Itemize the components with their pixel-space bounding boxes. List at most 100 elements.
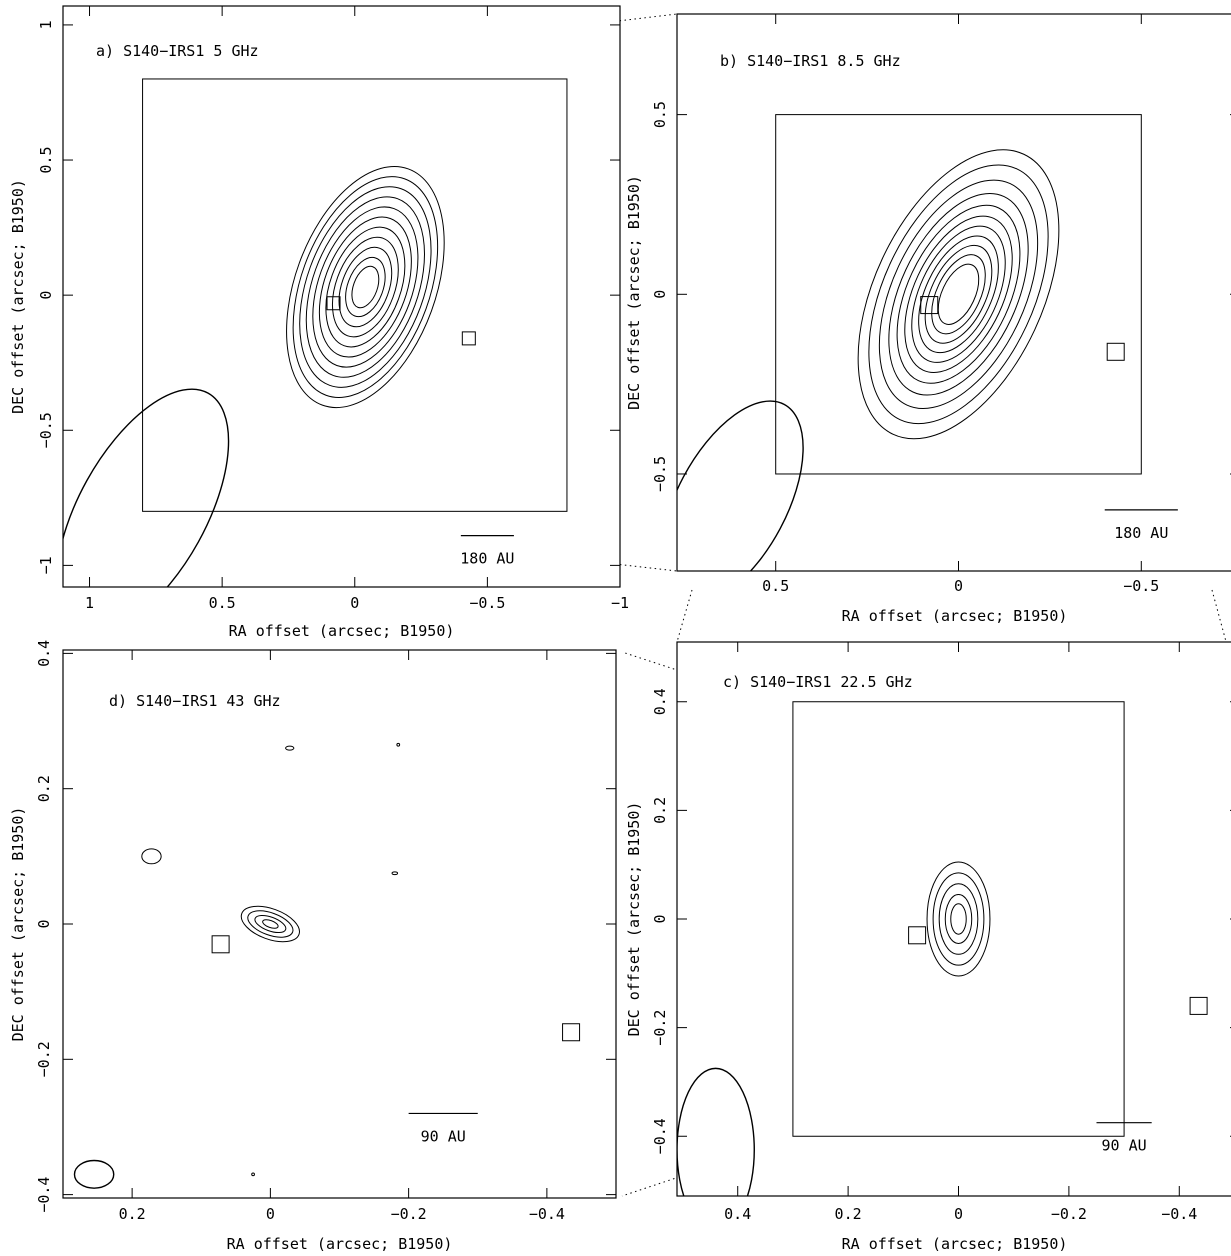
contour-blob: [141, 848, 162, 865]
y-tick-label: 0.2: [651, 797, 669, 824]
y-tick-label: 1: [37, 20, 55, 29]
y-axis-label: DEC offset (arcsec; B1950): [9, 807, 27, 1042]
contour-level: [325, 226, 406, 348]
source-marker-square: [211, 935, 230, 954]
source-marker-square: [562, 1023, 581, 1042]
y-tick-label: 0: [35, 919, 53, 928]
beam-ellipse: [677, 400, 804, 571]
contour-level: [286, 166, 445, 409]
contour-level: [345, 256, 386, 318]
x-tick-label: 0: [954, 1205, 963, 1223]
y-tick-label: 0.5: [651, 101, 669, 128]
panel-c-22-5ghz: 0.4 0.2 0 −0.2 −0.4 −0.4 −0.2 0 0.2 0.4 RA offset …: [625, 641, 1231, 1253]
contour-level: [896, 204, 1021, 384]
x-tick-label: 0.2: [119, 1205, 146, 1223]
plot-contents: [677, 114, 1178, 571]
x-tick-label: 0.5: [762, 577, 789, 595]
contour-level: [247, 910, 294, 938]
source-marker-square: [908, 926, 927, 945]
x-tick-label: 0: [266, 1205, 275, 1223]
plot-contents: [63, 78, 568, 587]
beam-ellipse: [63, 388, 230, 587]
x-tick-label: −0.5: [469, 594, 505, 612]
contour-blob: [285, 745, 295, 751]
panel-title: b) S140−IRS1 8.5 GHz: [720, 52, 901, 70]
x-tick-label: −0.4: [1161, 1205, 1197, 1223]
scale-bar-label: 180 AU: [460, 550, 514, 568]
contour-level: [305, 196, 425, 378]
zoom-inset-box: [775, 114, 1142, 475]
plot-contents: [73, 742, 581, 1189]
x-tick-label: −0.2: [391, 1205, 427, 1223]
y-tick-label: 0.2: [35, 775, 53, 802]
contour-level: [240, 905, 300, 943]
y-tick-label: −0.2: [651, 1010, 669, 1046]
x-tick-label: 0.2: [835, 1205, 862, 1223]
x-tick-label: 0.5: [209, 594, 236, 612]
x-axis-label: RA offset (arcsec; B1950): [842, 1235, 1068, 1253]
y-tick-label: −0.2: [35, 1041, 53, 1077]
plot-frame: [676, 13, 1231, 572]
contour-level: [299, 186, 432, 388]
plot-frame: [676, 641, 1231, 1197]
contour-blob: [396, 742, 401, 747]
x-tick-label: 0: [954, 577, 963, 595]
y-tick-label: 0.5: [37, 146, 55, 173]
beam-ellipse: [677, 1067, 755, 1196]
contour-level: [857, 149, 1060, 440]
y-axis-label: DEC offset (arcsec; B1950): [625, 802, 643, 1037]
contour-level: [937, 263, 980, 325]
scale-bar-label: 180 AU: [1114, 524, 1168, 542]
contour-level: [351, 265, 380, 309]
x-axis-label: RA offset (arcsec; B1950): [227, 1235, 453, 1253]
contour-blob: [391, 871, 399, 876]
y-axis-label: DEC offset (arcsec; B1950): [625, 175, 643, 410]
plot-frame: [62, 5, 621, 588]
contour-level: [292, 176, 439, 398]
tick-marks: [63, 650, 616, 1198]
y-axis-label: DEC offset (arcsec; B1950): [9, 179, 27, 414]
plot-contents: [677, 701, 1208, 1196]
y-tick-label: −0.4: [651, 1118, 669, 1154]
contour-level: [950, 903, 967, 935]
y-tick-label: 0: [651, 290, 669, 299]
zoom-inset-box: [792, 701, 1125, 1137]
scale-bar-label: 90 AU: [1102, 1137, 1147, 1155]
y-tick-label: −0.5: [651, 456, 669, 492]
source-marker-square: [920, 296, 939, 315]
y-tick-label: −0.5: [37, 412, 55, 448]
y-tick-label: 0: [651, 914, 669, 923]
x-axis-label: RA offset (arcsec; B1950): [229, 622, 455, 640]
x-axis-label: RA offset (arcsec; B1950): [842, 607, 1068, 625]
plot-frame: [62, 649, 617, 1199]
x-tick-label: −1: [611, 594, 629, 612]
contour-level: [918, 235, 999, 354]
contour-level: [926, 861, 991, 977]
x-tick-label: −0.2: [1051, 1205, 1087, 1223]
contour-level: [932, 872, 985, 966]
contour-level: [338, 246, 393, 328]
contour-level: [924, 244, 993, 344]
y-tick-label: −0.4: [35, 1177, 53, 1213]
contour-level: [931, 254, 986, 335]
contour-level: [332, 236, 399, 338]
source-marker-square: [461, 331, 476, 346]
contour-blob: [251, 1172, 255, 1177]
panel-a-5ghz: 1 0.5 0 −0.5 −1 −1 −0.5 0 0.5 1 RA offset (arcsec;…: [9, 5, 629, 640]
panel-b-8-5ghz: 0.5 0 −0.5 −0.5 0 0.5 RA offset (arcsec; B1950…: [625, 13, 1231, 625]
contour-level: [262, 919, 279, 929]
x-tick-label: −0.5: [1123, 577, 1159, 595]
contour-level: [868, 164, 1049, 425]
contour-level: [312, 206, 419, 368]
contour-level: [878, 179, 1039, 410]
tick-marks: [677, 642, 1231, 1196]
tick-marks: [63, 6, 621, 587]
contour-level: [944, 894, 973, 944]
y-tick-label: 0: [37, 291, 55, 300]
contour-level: [888, 193, 1029, 396]
y-tick-label: 0.4: [35, 640, 53, 667]
y-tick-label: −1: [37, 556, 55, 574]
scale-bar-label: 90 AU: [421, 1127, 466, 1145]
source-marker-square: [326, 296, 341, 311]
